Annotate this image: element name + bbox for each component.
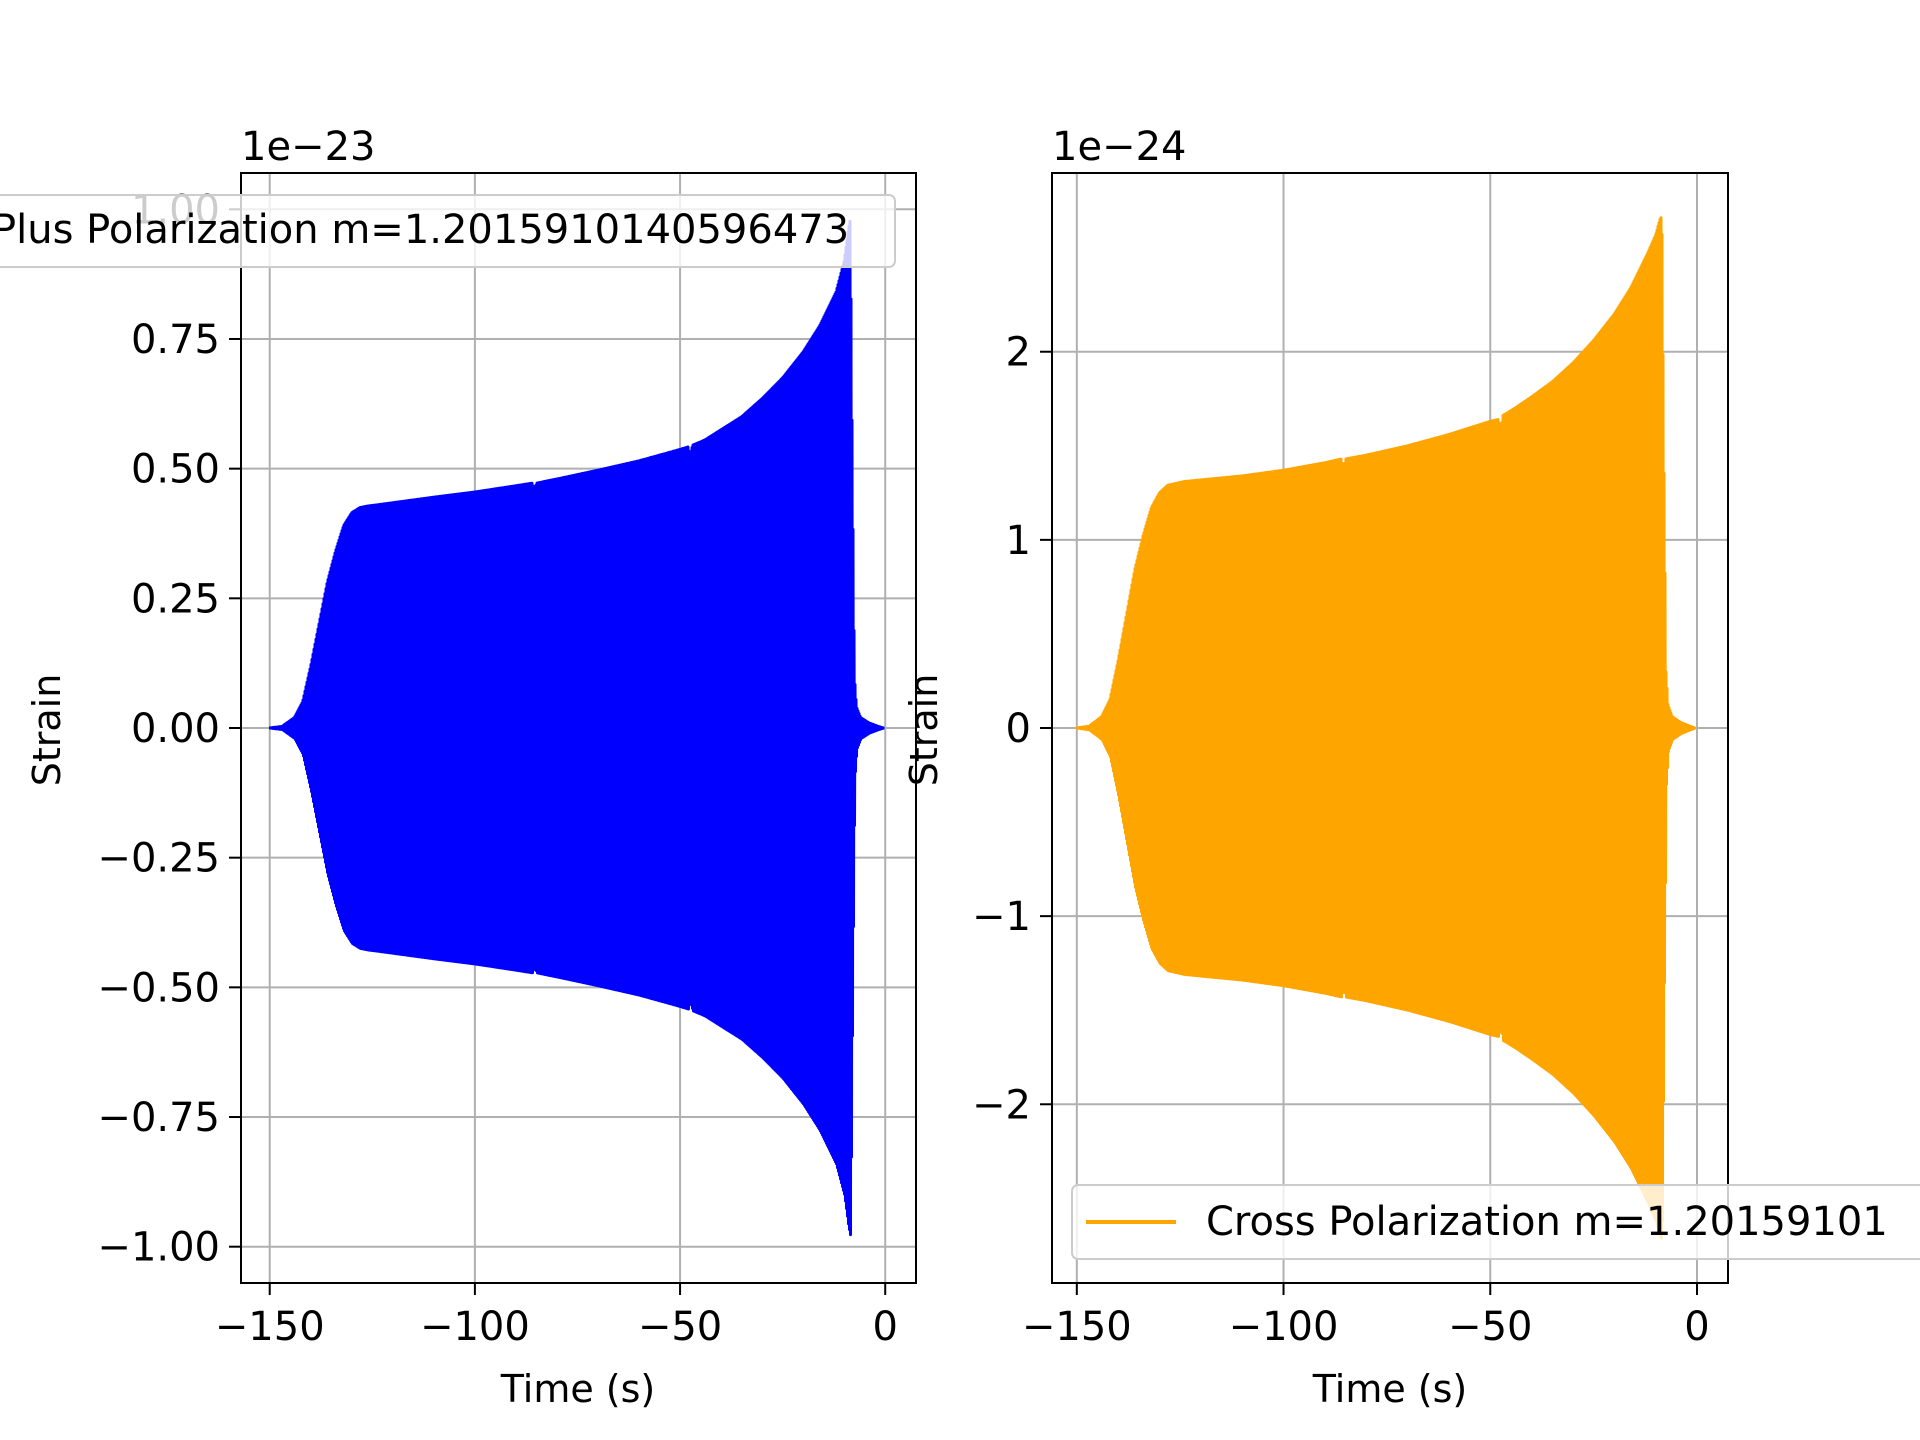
cross-x-axis-label: Time (s) [1312,1367,1468,1411]
plus-polarization-waveform [268,219,886,1237]
cross-legend: Cross Polarization m=1.20159101 [1071,1184,1920,1260]
plus-y-tick-label: −1.00 [97,1225,220,1271]
cross-x-ticks: −150 −100 −50 0 [1022,1283,1710,1350]
plus-y-tick-label: −0.50 [97,965,220,1011]
plus-y-tick-label: 0.50 [131,447,220,493]
plus-x-tick-label: −50 [638,1304,722,1350]
cross-y-tick-label: −1 [972,894,1031,940]
cross-x-tick-label: −150 [1022,1304,1132,1350]
plus-y-tick-label: 0.00 [131,706,220,752]
cross-y-tick-label: −2 [972,1082,1031,1128]
plus-x-tick-label: −150 [215,1304,325,1350]
cross-y-tick-label: 0 [1006,706,1031,752]
plus-legend: Plus Polarization m=1.2015910140596473 [0,194,896,268]
plus-legend-label: Plus Polarization m=1.2015910140596473 [0,207,849,253]
plus-y-tick-label: −0.75 [97,1095,220,1141]
plus-x-axis-label: Time (s) [500,1367,656,1411]
cross-y-tick-label: 2 [1006,330,1031,376]
cross-polarization-waveform [1075,216,1697,1240]
plus-legend-box [0,194,896,268]
cross-y-ticks: −2 −1 0 1 2 [972,330,1052,1128]
plus-y-tick-label: 0.75 [131,317,220,363]
plus-y-tick-label: −0.25 [97,836,220,882]
plus-x-tick-label: −100 [420,1304,530,1350]
cross-x-tick-label: 0 [1684,1304,1709,1350]
plus-x-ticks: −150 −100 −50 0 [215,1283,898,1350]
cross-x-tick-label: −50 [1448,1304,1532,1350]
plus-y-axis-label: Strain [25,674,69,787]
plus-polarization-panel: −150 −100 −50 0 −1.00 −0.75 −0.50 −0.25 0.00 0.2… [0,124,917,1411]
plus-x-tick-label: 0 [872,1304,897,1350]
cross-polarization-panel: −150 −100 −50 0 −2 −1 0 1 2 1e−24 Time (s) Stra… [902,124,1920,1411]
cross-x-tick-label: −100 [1229,1304,1339,1350]
cross-offset-text: 1e−24 [1052,124,1186,170]
plus-series-group [268,219,886,1237]
cross-y-tick-label: 1 [1006,518,1031,564]
cross-legend-box [1071,1184,1920,1260]
cross-legend-label: Cross Polarization m=1.20159101 [1206,1199,1888,1245]
plus-offset-text: 1e−23 [241,124,375,170]
plus-y-tick-label: 0.25 [131,576,220,622]
cross-series-group [1075,216,1697,1240]
cross-y-axis-label: Strain [902,674,946,787]
